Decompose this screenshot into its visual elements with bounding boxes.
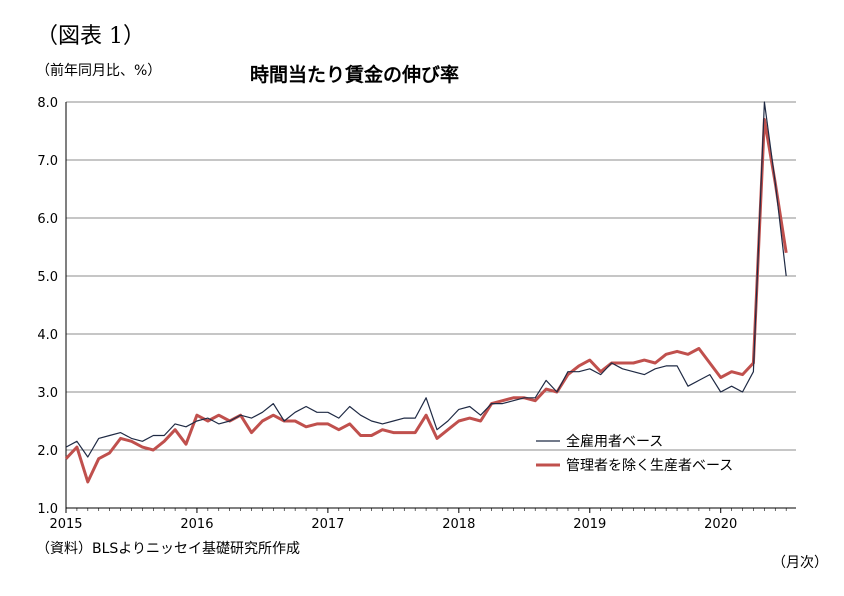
x-tick-label: 2016 <box>180 517 213 532</box>
x-tick-label: 2018 <box>442 517 475 532</box>
y-unit-label: （前年同月比、%） <box>36 63 162 79</box>
y-tick-label: 1.0 <box>37 502 58 517</box>
y-tick-label: 8.0 <box>37 96 58 111</box>
x-tick-label: 2020 <box>704 517 737 532</box>
x-tick-label: 2019 <box>573 517 606 532</box>
x-tick-label: 2017 <box>311 517 344 532</box>
y-tick-label: 5.0 <box>37 270 58 285</box>
series-line-all-employees <box>65 101 787 458</box>
y-tick-label: 7.0 <box>37 154 58 169</box>
chart-title: 時間当たり賃金の伸び率 <box>250 64 460 86</box>
series-line-production-workers <box>64 117 788 484</box>
source-note: （資料）BLSよりニッセイ基礎研究所作成 <box>36 541 301 557</box>
x-tick-label: 2015 <box>49 517 82 532</box>
y-tick-label: 4.0 <box>37 328 58 343</box>
y-tick-label: 3.0 <box>37 386 58 401</box>
legend-label: 全雇用者ベース <box>566 433 663 450</box>
legend-label: 管理者を除く生産者ベース <box>566 458 733 474</box>
y-tick-label: 2.0 <box>37 444 58 459</box>
x-unit-label: （月次） <box>772 555 828 571</box>
figure-label: （図表 1） <box>36 24 145 49</box>
y-tick-label: 6.0 <box>37 212 58 227</box>
